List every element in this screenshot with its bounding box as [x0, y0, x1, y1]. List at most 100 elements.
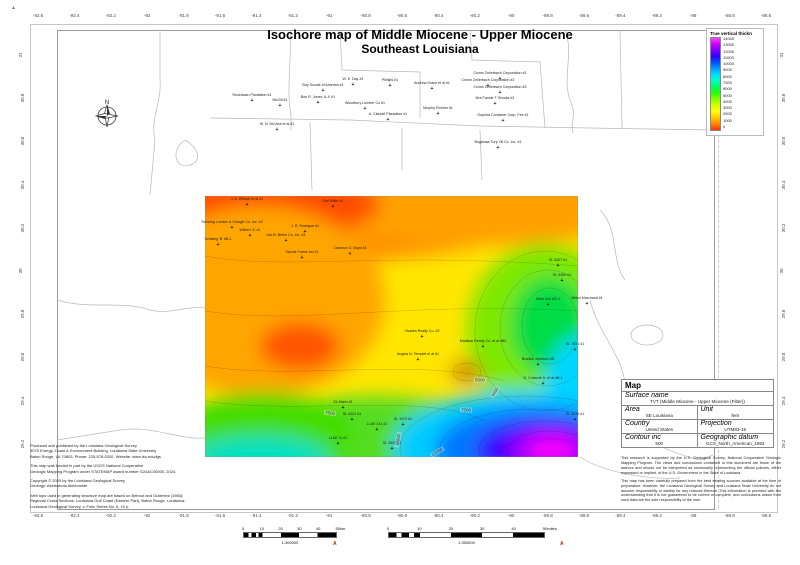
north-arrow: N [94, 98, 120, 130]
coord-label-bottom: -89 [689, 513, 697, 518]
projection-value: UTM83-15 [724, 427, 747, 432]
unit-label: Unit [700, 406, 713, 413]
legend-value-label: 3000 [723, 105, 732, 111]
disclaimer-text: This research is supported by the U.S. G… [621, 456, 781, 506]
contour-value-label: 7500 [323, 409, 337, 417]
coord-label-top: -92.4 [69, 13, 80, 18]
scalebar-km-labels: 0 10 20 30 40 50km [241, 526, 345, 532]
credits-text: Produced and published by the Louisiana … [30, 443, 220, 513]
scalebar-tick-label: 50miles [542, 526, 557, 531]
coord-label-bottom: -92.2 [105, 513, 116, 518]
contour-inc-label: Contour inc [625, 434, 661, 441]
coord-label-left: 29.4 [19, 396, 25, 405]
scalebar-miles-labels: 0 10 20 30 40 50miles [387, 526, 557, 532]
contour-value-label: 7500 [459, 407, 473, 413]
coord-label-right: 29.8 [780, 309, 786, 319]
datum-value: GCS_North_American_1983 [706, 441, 765, 446]
outer-neatline [30, 24, 778, 513]
legend-value-label: 10000 [723, 61, 735, 67]
legend-value-label: 5000 [723, 92, 732, 98]
legend-color-ramp [710, 37, 721, 131]
scalebar-km-bar [243, 532, 337, 538]
compass-rose-icon: N [94, 100, 119, 128]
credits-paragraph: Well tops used in generating structure m… [30, 492, 186, 509]
scalebar-tick-label: 40 [511, 526, 516, 531]
country-label: Country [625, 420, 650, 427]
area-value: SE Louisiana [645, 413, 673, 418]
credits-paragraph: Copyright © 2025 by the Louisiana Geolog… [30, 477, 126, 489]
legend-value-label: 7000 [723, 79, 732, 85]
surface-name-value: TVT (Middle Miocene - Upper Miocene (Fil… [650, 399, 745, 404]
coord-label-bottom: -89.2 [651, 513, 662, 518]
margin-divider-line [718, 30, 719, 508]
coord-label-top: -91.8 [178, 13, 189, 18]
contour-inc-value: 500 [655, 441, 664, 446]
credits-paragraph: Produced and published by the Louisiana … [30, 443, 161, 459]
scalebar-tick-label: 30 [297, 526, 302, 531]
coord-label-right: 30 [779, 268, 785, 274]
legend-value-label: 12000 [723, 48, 735, 54]
coord-label-bottom: -91.2 [287, 513, 298, 518]
legend-value-label: 11000 [723, 54, 734, 60]
coord-label-bottom: -90 [507, 513, 515, 518]
coord-label-right: 31 [779, 52, 785, 58]
coord-label-bottom: -88.6 [760, 513, 772, 518]
coord-label-bottom: -90.2 [469, 513, 480, 518]
coord-label-right: 30.6 [780, 137, 786, 146]
scalebar-km-ratio: 1:300000 [281, 540, 299, 545]
coord-label-bottom: -89.6 [578, 513, 590, 518]
coord-label-left: 29.8 [19, 309, 25, 319]
coord-label-top: -90.2 [469, 13, 480, 18]
coord-label-top: -92 [143, 13, 151, 18]
unit-value: feet [731, 413, 740, 418]
legend-value-label: 4000 [723, 98, 732, 104]
coord-label-left: 30.4 [19, 180, 25, 189]
scalebar-tick-label: 20 [448, 526, 454, 531]
datum-label: Geographic datum [700, 434, 759, 441]
legend-value-label: 2000 [723, 111, 732, 117]
scalebar-tick-label: 40 [315, 526, 321, 531]
coord-label-top: -92.6 [32, 13, 44, 18]
coord-label-top: -91.6 [214, 13, 226, 18]
scalebar-tick-label: 0 [241, 526, 245, 531]
coord-label-bottom: -91.8 [178, 513, 189, 518]
coord-label-top: -89.2 [651, 13, 662, 18]
map-info-table: Map Surface name TVT (Middle Miocene - U… [621, 379, 774, 448]
legend-value-label: 0 [723, 123, 726, 129]
coord-label-top: -89 [689, 13, 697, 18]
coord-label-top: -88.8 [724, 13, 735, 18]
legend-title: True vertical thickn [710, 31, 752, 36]
coord-label-bottom: -88.8 [724, 513, 735, 518]
scalebar-miles: 0 10 20 30 40 50miles 1:300000 [387, 526, 557, 548]
scalebar-tick-label: 30 [479, 526, 485, 531]
scalebar-miles-ratio: 1:300000 [458, 540, 475, 545]
country-value: United States [645, 427, 674, 432]
scalebar-tick-label: 10 [417, 526, 422, 531]
scalebar-tick-label: 50km [335, 526, 346, 531]
coord-label-right: 30.4 [780, 180, 786, 189]
coord-label-top: -91.2 [287, 13, 298, 18]
coord-label-bottom: -91 [325, 513, 333, 518]
surface-name-label: Surface name [625, 392, 669, 399]
logo-mark-icon: A [560, 541, 564, 547]
coord-label-left: 30 [18, 268, 24, 274]
corner-mark-icon: ▲ [11, 5, 16, 11]
coord-label-bottom: -92 [143, 513, 151, 518]
legend-value-label: 14000 [723, 36, 735, 41]
coord-label-bottom: -90.8 [360, 513, 371, 518]
scalebar-km: 0 10 20 30 40 50km 1:300000 [241, 526, 345, 548]
credits-paragraph: This map was funded in part by the USGS … [30, 463, 177, 474]
coord-label-left: 30.2 [19, 223, 25, 233]
disclaimer-paragraph: This research is supported by the U.S. G… [621, 456, 781, 475]
scalebar-tick-label: 20 [278, 526, 283, 531]
coord-label-top: -90.4 [433, 13, 444, 18]
coord-label-top: -90.8 [360, 13, 371, 18]
info-table-header: Map [622, 380, 773, 392]
map-title: Isochore map of Middle Miocene - Upper M… [100, 27, 740, 57]
legend-value-label: 1000 [723, 117, 732, 123]
coord-label-top: -90 [507, 13, 515, 18]
coord-label-bottom: -92.6 [32, 513, 44, 518]
coord-label-top: -88.6 [760, 13, 772, 18]
legend-values: 14000 13000 12000 11000 10000 9000 8000 7000 600… [723, 37, 734, 129]
legend-value-label: 13000 [723, 42, 735, 48]
